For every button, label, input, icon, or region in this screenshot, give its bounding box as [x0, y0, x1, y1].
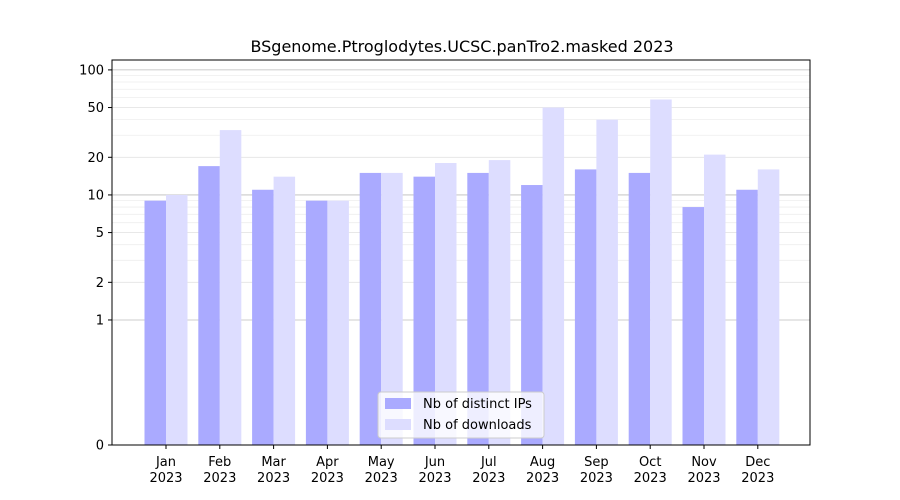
x-tick-label: Aug — [530, 455, 555, 470]
bar-downloads — [488, 160, 511, 445]
bar-distinct-ips — [736, 189, 758, 445]
legend-box — [377, 391, 545, 439]
bar-downloads — [596, 119, 618, 446]
y-tick-label: 100 — [79, 63, 104, 78]
x-axis: Jan2023Feb2023Mar2023Apr2023May2023Jun20… — [149, 445, 774, 486]
bar-distinct-ips — [682, 207, 704, 445]
x-tick-year-label: 2023 — [580, 471, 613, 486]
bar-distinct-ips — [521, 185, 543, 445]
bar-distinct-ips — [628, 172, 651, 445]
bar-distinct-ips — [305, 200, 328, 445]
x-tick-year-label: 2023 — [472, 471, 505, 486]
legend-swatch-downloads — [385, 419, 411, 430]
x-tick-label: Nov — [691, 455, 717, 470]
y-tick-label: 1 — [96, 313, 104, 328]
bar-downloads — [757, 169, 780, 445]
x-tick-year-label: 2023 — [741, 471, 774, 486]
x-tick-year-label: 2023 — [149, 471, 182, 486]
x-tick-year-label: 2023 — [257, 471, 290, 486]
y-tick-label: 0 — [96, 439, 104, 454]
x-tick-label: May — [368, 455, 395, 470]
y-tick-label: 2 — [96, 276, 104, 291]
legend: Nb of distinct IPs Nb of downloads — [377, 391, 545, 439]
x-tick-year-label: 2023 — [311, 471, 344, 486]
x-tick-label: Oct — [639, 455, 661, 470]
y-tick-label: 50 — [87, 101, 104, 116]
x-tick-year-label: 2023 — [526, 471, 559, 486]
bar-distinct-ips — [413, 176, 435, 445]
x-tick-label: Mar — [261, 455, 286, 470]
x-tick-label: Jan — [155, 455, 176, 470]
x-tick-label: Feb — [208, 455, 231, 470]
bar-distinct-ips — [467, 172, 489, 445]
plot-frame — [111, 59, 811, 446]
x-tick-year-label: 2023 — [418, 471, 451, 486]
x-tick-label: Sep — [584, 455, 609, 470]
bar-downloads — [542, 107, 565, 446]
bar-distinct-ips — [359, 172, 382, 445]
legend-swatch-ips — [385, 398, 411, 409]
bar-downloads — [219, 130, 242, 445]
y-tick-label: 20 — [87, 151, 104, 166]
bar-downloads — [435, 163, 457, 445]
x-tick-label: Jul — [480, 455, 497, 470]
y-tick-label: 10 — [87, 188, 104, 203]
bar-downloads — [704, 154, 726, 446]
bar-downloads — [273, 176, 296, 445]
x-tick-label: Jun — [424, 455, 445, 470]
bar-distinct-ips — [198, 166, 220, 445]
x-tick-year-label: 2023 — [634, 471, 667, 486]
bar-distinct-ips — [144, 200, 166, 445]
y-axis: 0 1 2 5 10 20 50 100 — [79, 63, 112, 454]
y-tick-label: 5 — [96, 226, 104, 241]
bar-distinct-ips — [252, 189, 274, 445]
x-tick-year-label: 2023 — [203, 471, 236, 486]
bar-downloads — [381, 172, 403, 445]
x-tick-year-label: 2023 — [687, 471, 720, 486]
bar-distinct-ips — [574, 169, 597, 445]
x-tick-label: Dec — [745, 455, 770, 470]
bar-downloads — [650, 99, 672, 446]
chart-title: BSgenome.Ptroglodytes.UCSC.panTro2.maske… — [250, 37, 673, 56]
bars — [144, 99, 780, 446]
x-tick-year-label: 2023 — [365, 471, 398, 486]
bar-downloads — [166, 194, 188, 445]
x-tick-label: Apr — [316, 455, 339, 470]
legend-label-ips: Nb of distinct IPs — [423, 397, 532, 412]
bar-downloads — [327, 200, 349, 445]
legend-label-downloads: Nb of downloads — [423, 418, 532, 433]
